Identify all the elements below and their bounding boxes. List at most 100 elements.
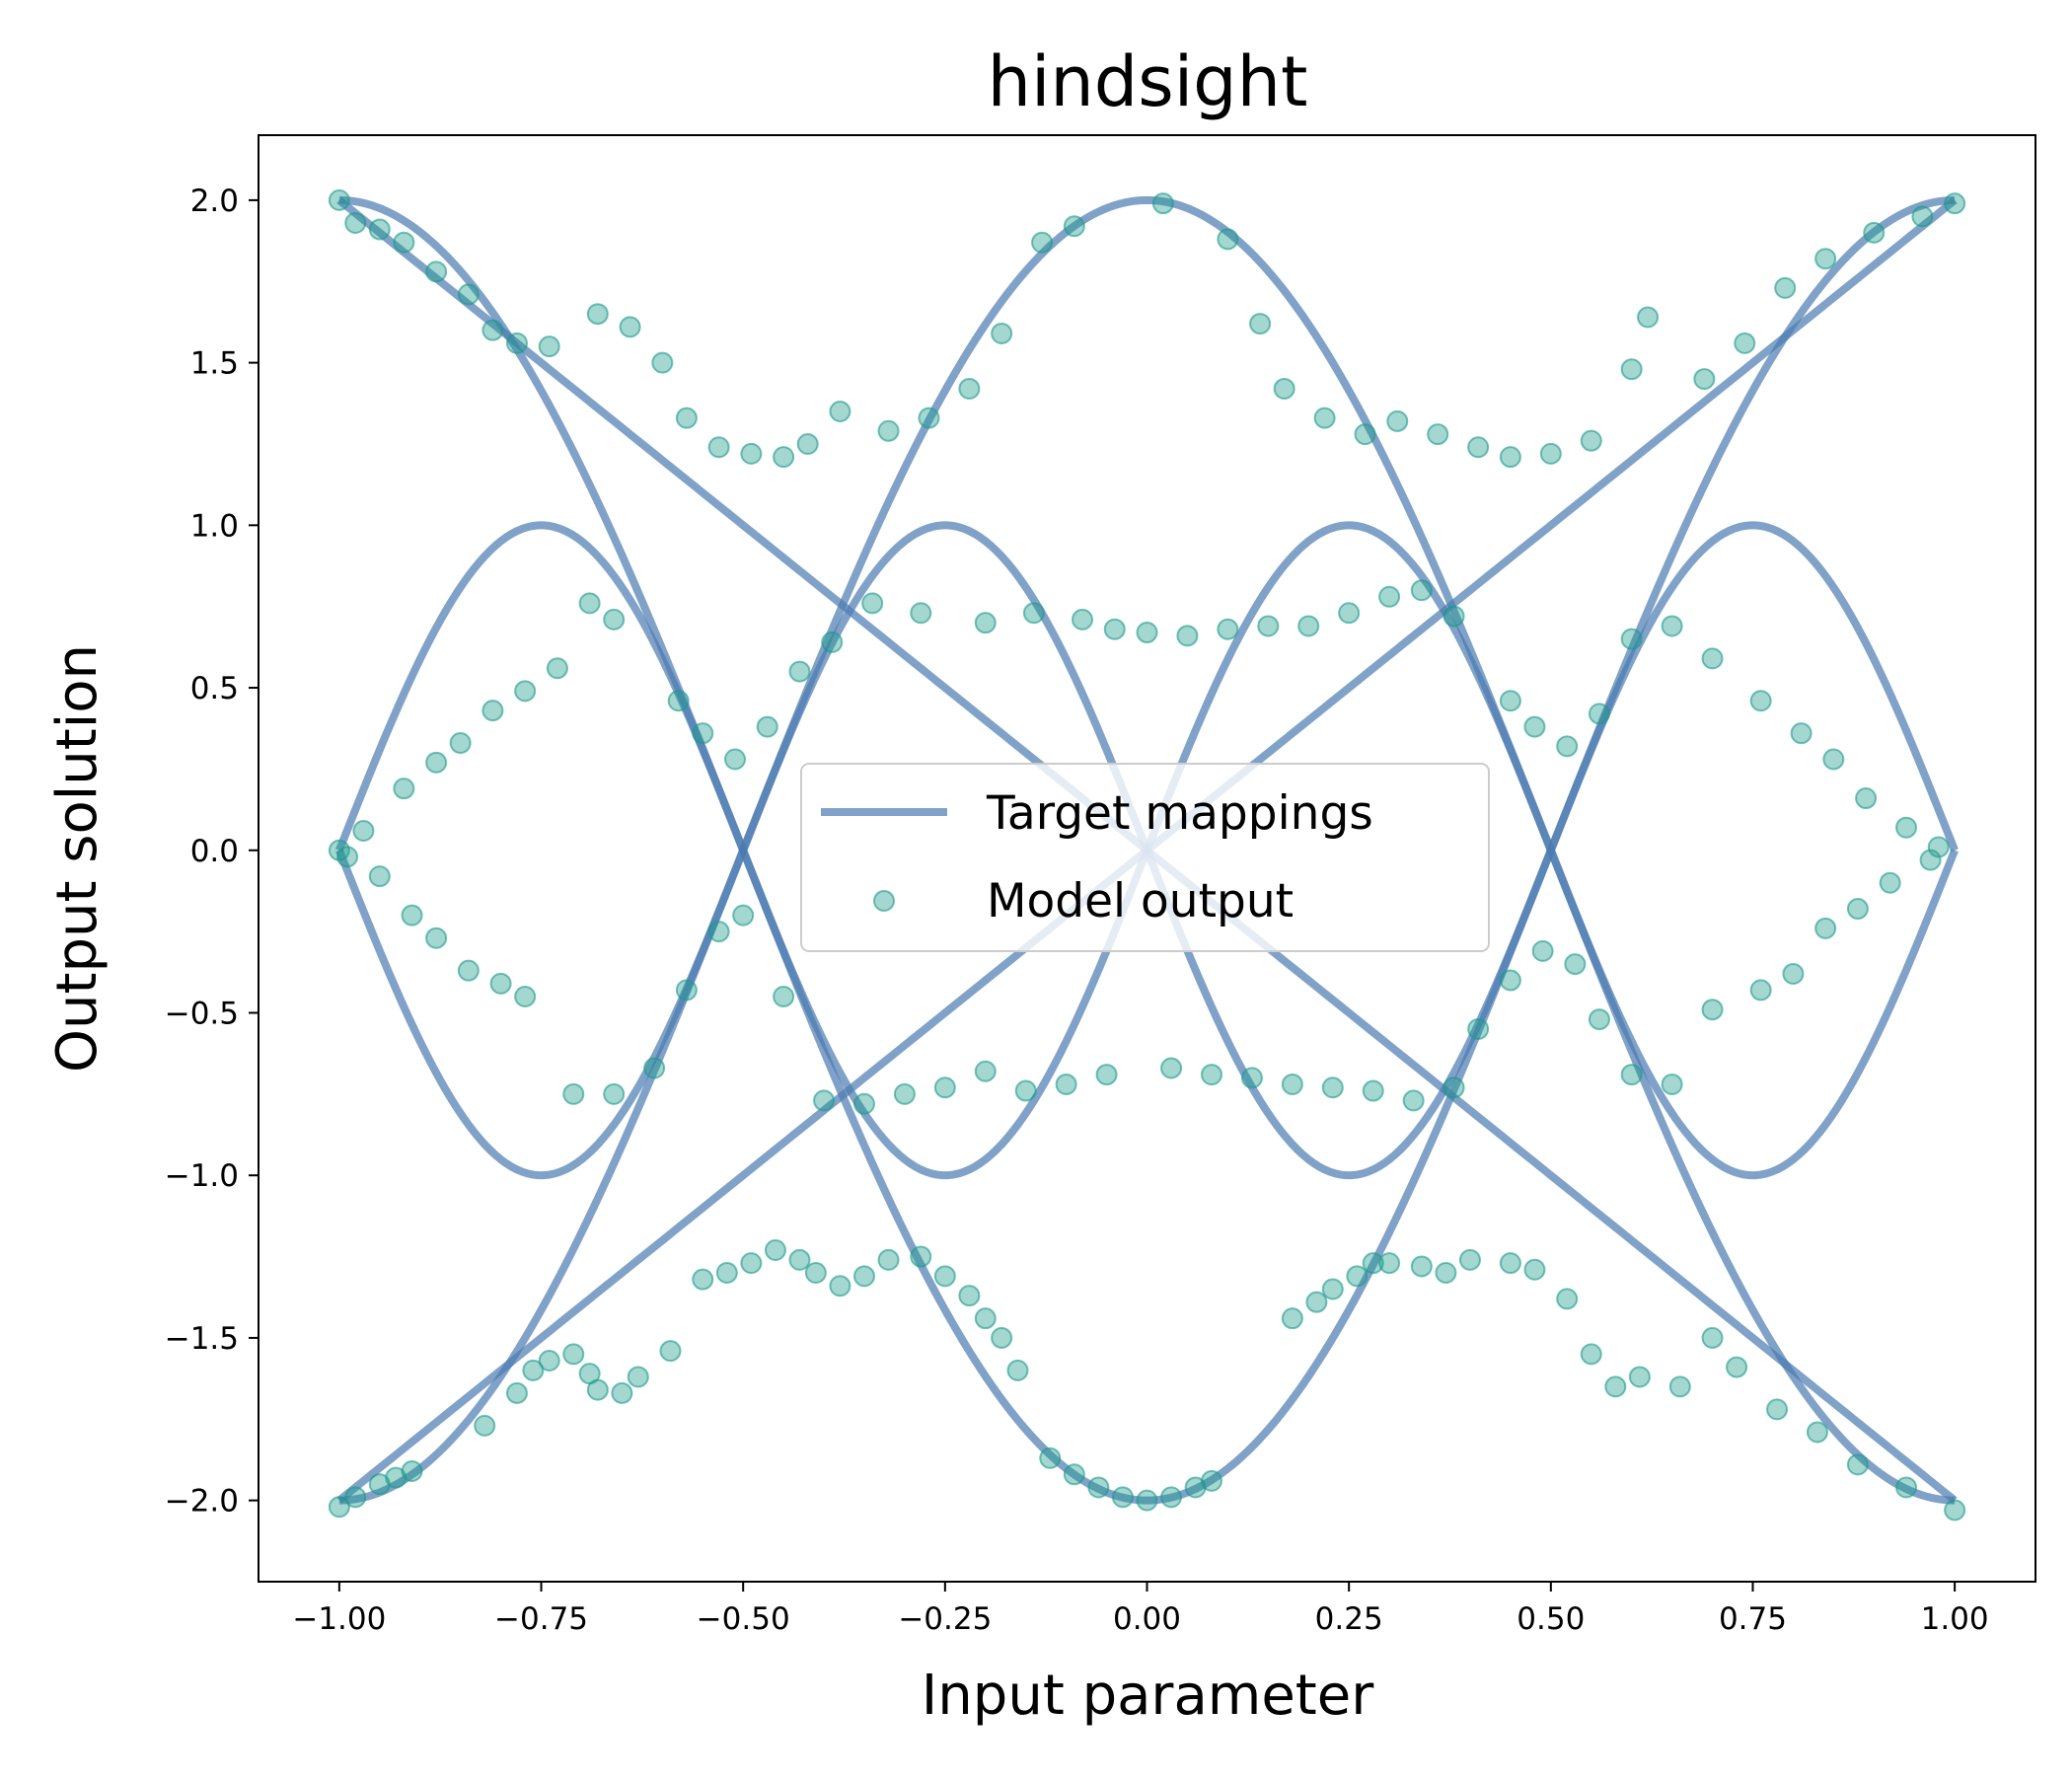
model-output-point xyxy=(651,351,674,374)
model-output-point xyxy=(1031,231,1054,254)
model-output-point xyxy=(457,283,480,306)
model-output-point xyxy=(1136,622,1158,644)
model-output-point xyxy=(578,592,601,615)
target-curve-4 xyxy=(338,195,1956,1505)
model-output-point xyxy=(1701,647,1724,670)
model-output-point xyxy=(1467,436,1490,459)
model-output-point xyxy=(773,446,795,469)
model-output-point xyxy=(1346,1265,1369,1288)
x-tick-label: 0.25 xyxy=(1315,1601,1383,1637)
model-output-point xyxy=(1281,1307,1303,1330)
model-output-point xyxy=(1806,1421,1828,1444)
model-output-point xyxy=(1297,615,1320,637)
model-output-point xyxy=(1354,423,1376,446)
model-output-point xyxy=(861,592,884,615)
model-output-point xyxy=(1313,407,1336,429)
y-tick-label: 0.5 xyxy=(190,671,239,706)
model-output-point xyxy=(1580,429,1602,452)
model-output-point xyxy=(1458,1248,1481,1271)
model-output-point xyxy=(1176,625,1199,647)
model-output-point xyxy=(1273,377,1295,400)
model-output-point xyxy=(740,1252,763,1275)
model-output-point xyxy=(1435,1262,1457,1285)
legend-label-model: Model output xyxy=(987,874,1294,928)
model-output-point xyxy=(1523,715,1546,738)
model-output-point xyxy=(692,1268,714,1291)
model-output-point xyxy=(1620,1064,1643,1086)
model-output-point xyxy=(336,846,359,868)
x-tick-label: 0.50 xyxy=(1517,1601,1585,1637)
model-output-point xyxy=(1063,1463,1085,1486)
model-output-point xyxy=(1305,1291,1328,1313)
model-output-point xyxy=(724,748,746,771)
model-output-point xyxy=(505,332,528,354)
model-output-point xyxy=(1467,1017,1490,1040)
model-output-point xyxy=(586,303,609,326)
model-output-point xyxy=(538,335,560,358)
x-tick-label: −0.50 xyxy=(697,1601,790,1637)
model-output-point xyxy=(1564,953,1587,976)
model-output-point xyxy=(1499,1252,1521,1275)
x-tick-label: −1.00 xyxy=(292,1601,386,1637)
model-output-point xyxy=(1006,1359,1029,1381)
model-output-point xyxy=(1855,787,1878,810)
model-output-point xyxy=(756,715,778,738)
model-output-point xyxy=(1055,1073,1077,1095)
y-tick-label: −1.5 xyxy=(165,1321,239,1357)
model-output-point xyxy=(1556,735,1579,758)
model-output-point xyxy=(1588,703,1610,725)
model-output-point xyxy=(328,188,350,211)
model-output-point xyxy=(1726,1356,1748,1378)
model-output-point xyxy=(538,1349,560,1372)
model-output-point xyxy=(425,260,448,283)
model-output-point xyxy=(401,904,423,927)
model-output-point xyxy=(1701,1326,1724,1349)
model-output-point xyxy=(933,1076,956,1099)
model-output-point xyxy=(1749,690,1772,712)
model-output-point xyxy=(1443,1076,1465,1099)
target-curve-3 xyxy=(338,195,1956,1505)
model-output-point xyxy=(1217,618,1239,640)
model-output-point xyxy=(352,820,375,842)
y-axis-label: Output solution xyxy=(45,644,110,1073)
model-output-point xyxy=(481,700,504,722)
model-output-point xyxy=(603,608,626,630)
model-output-point xyxy=(974,1307,997,1330)
model-output-point xyxy=(643,1057,666,1079)
model-output-point xyxy=(764,1238,786,1261)
x-tick-label: 0.75 xyxy=(1719,1601,1787,1637)
model-output-point xyxy=(1257,615,1280,637)
model-output-point xyxy=(1637,306,1660,329)
model-output-point xyxy=(522,1359,545,1381)
x-axis: −1.00 −0.75 −0.50 −0.25 0.00 0.25 0.50 0.75 1.00 xyxy=(292,1582,1989,1637)
model-output-point xyxy=(692,722,714,745)
y-tick-label: −1.0 xyxy=(165,1158,239,1194)
model-output-point xyxy=(481,319,504,341)
model-output-point xyxy=(457,959,480,982)
model-output-point xyxy=(344,1486,367,1509)
model-output-point xyxy=(1200,1469,1222,1492)
model-output-point xyxy=(449,732,472,755)
y-tick-label: −0.5 xyxy=(165,996,239,1031)
model-output-point xyxy=(344,211,367,234)
model-output-point xyxy=(877,419,900,442)
model-output-point xyxy=(586,1378,609,1401)
model-output-point xyxy=(1556,1288,1579,1310)
model-output-point xyxy=(877,1248,900,1271)
model-output-point xyxy=(1362,1252,1384,1275)
model-output-point xyxy=(1200,1064,1222,1086)
model-output-point xyxy=(1410,579,1433,602)
model-output-point xyxy=(852,1092,875,1115)
model-output-point xyxy=(740,442,763,465)
model-output-point xyxy=(1822,748,1845,771)
model-output-point xyxy=(368,218,391,241)
model-output-point xyxy=(1378,585,1401,608)
model-output-point xyxy=(425,927,448,949)
model-output-point xyxy=(788,1248,811,1271)
model-output-point xyxy=(1580,1343,1602,1366)
model-output-point xyxy=(707,436,730,459)
model-output-point xyxy=(1087,1476,1110,1499)
model-output-point xyxy=(1151,192,1174,215)
model-output-point xyxy=(1402,1089,1425,1112)
model-output-point xyxy=(991,322,1013,344)
